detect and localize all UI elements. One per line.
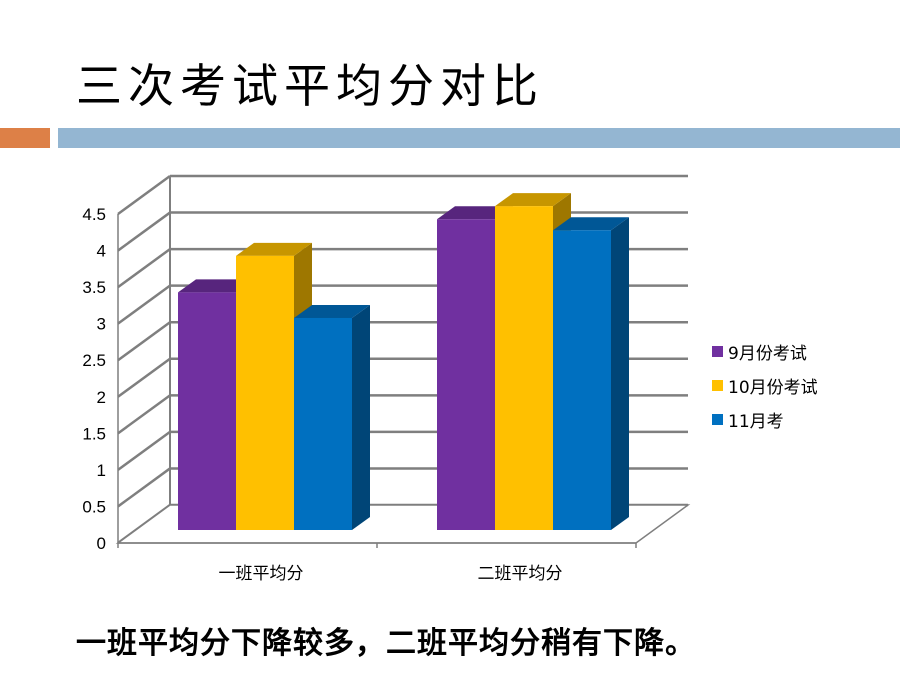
- title-accent-blue: [58, 128, 900, 148]
- bar-top: [437, 206, 513, 220]
- y-tick-label: 0: [97, 534, 106, 553]
- gridline-side: [117, 321, 171, 362]
- legend-swatch: [712, 379, 723, 391]
- y-tick-label: 3: [97, 315, 106, 334]
- gridline-side: [117, 248, 171, 289]
- legend-swatch: [712, 345, 723, 357]
- y-tick-label: 2.5: [82, 351, 106, 370]
- legend-label: 11月考: [728, 411, 784, 432]
- legend-item: 11月考: [712, 402, 818, 436]
- legend-item: 9月份考试: [712, 334, 818, 368]
- y-tick-label: 4: [97, 242, 106, 261]
- y-tick-label: 3.5: [82, 278, 106, 297]
- bar: [437, 219, 495, 530]
- bar-chart: 0 0.5 1 1.5 2 2.5 3 3.5 4 4.5 一班平均分 二班平均分: [82, 174, 691, 584]
- legend-item: 10月份考试: [712, 368, 818, 402]
- bar: [294, 317, 352, 530]
- gridline-side: [117, 284, 171, 325]
- gridline-side: [117, 467, 171, 508]
- chart-legend: 9月份考试 10月份考试 11月考: [712, 334, 818, 436]
- bar-side: [611, 217, 629, 530]
- bar-top: [495, 193, 571, 207]
- y-tick-label: 2: [97, 388, 106, 407]
- x-category-label: 二班平均分: [478, 564, 563, 584]
- bar-top: [236, 242, 312, 256]
- y-tick-label: 0.5: [82, 497, 106, 516]
- bar: [553, 230, 611, 530]
- legend-label: 10月份考试: [728, 377, 818, 398]
- bar-side: [352, 304, 370, 530]
- legend-label: 9月份考试: [728, 343, 807, 364]
- slide-title: 三次考试平均分对比: [76, 59, 544, 113]
- gridline-side: [117, 394, 171, 435]
- gridline-side: [117, 357, 171, 398]
- y-tick-label: 1: [97, 461, 106, 480]
- bar: [236, 255, 294, 531]
- bar: [178, 292, 236, 530]
- title-accent-orange: [0, 128, 50, 148]
- gridline-side: [117, 174, 171, 216]
- legend-swatch: [712, 413, 723, 425]
- bar: [495, 206, 553, 530]
- bar-top: [553, 217, 629, 231]
- gridline-side: [117, 430, 171, 471]
- x-category-label: 一班平均分: [219, 564, 304, 584]
- y-tick-label: 4.5: [82, 205, 106, 224]
- y-tick-label: 1.5: [82, 424, 106, 443]
- bar-top: [294, 304, 370, 318]
- bar-top: [178, 279, 254, 293]
- slide-caption: 一班平均分下降较多，二班平均分稍有下降。: [76, 626, 696, 661]
- gridline-side: [117, 211, 171, 252]
